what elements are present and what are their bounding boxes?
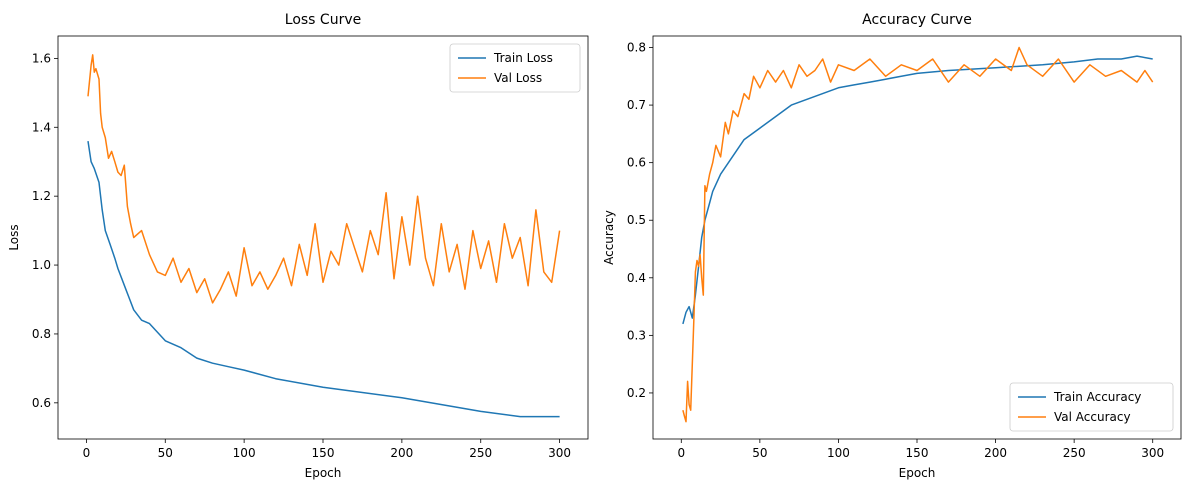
- x-tick-label: 100: [233, 446, 256, 460]
- x-tick-label: 200: [984, 446, 1007, 460]
- axes-frame: [57, 35, 589, 440]
- y-tick-label: 0.8: [32, 327, 51, 341]
- series-line: [682, 55, 1153, 325]
- chart-panel: 0 50 100 150 200 250 300 0.2 0.3 0.4 0.5 0.6 0.7 0.8 A…: [602, 12, 1182, 480]
- chart-title: Accuracy Curve: [862, 12, 972, 28]
- x-tick-label: 250: [1063, 446, 1086, 460]
- x-tick-label: 300: [1141, 446, 1164, 460]
- y-tick-label: 1.6: [32, 51, 51, 65]
- chart-panel: 0 50 100 150 200 250 300 0.6 0.8 1.0 1.2 1.4 1.6 Loss…: [7, 12, 589, 480]
- legend-box: [1009, 382, 1174, 432]
- y-tick-label: 0.8: [627, 41, 646, 55]
- y-tick-label: 0.5: [627, 213, 646, 227]
- y-tick-label: 0.6: [627, 156, 646, 170]
- x-tick-label: 150: [312, 446, 335, 460]
- series-line: [87, 54, 561, 304]
- y-tick-label: 0.6: [32, 396, 51, 410]
- y-tick-label: 0.3: [627, 328, 646, 342]
- y-tick-label: 1.2: [32, 189, 51, 203]
- x-tick-label: 200: [390, 446, 413, 460]
- x-tick-label: 300: [548, 446, 571, 460]
- x-axis-label: Epoch: [305, 466, 342, 480]
- chart-title: Loss Curve: [285, 12, 361, 28]
- x-tick-label: 0: [677, 446, 685, 460]
- y-axis-label: Loss: [7, 224, 21, 250]
- y-tick-label: 1.4: [32, 120, 51, 134]
- legend: Train Loss Val Loss: [449, 43, 581, 93]
- legend-label: Val Loss: [494, 71, 542, 85]
- y-tick-label: 0.4: [627, 271, 646, 285]
- x-axis-label: Epoch: [899, 466, 936, 480]
- legend-label: Train Loss: [493, 51, 553, 65]
- x-tick-label: 50: [158, 446, 173, 460]
- series-line: [682, 46, 1154, 423]
- y-axis-label: Accuracy: [602, 210, 616, 265]
- legend-box: [449, 43, 581, 93]
- y-tick-label: 0.7: [627, 98, 646, 112]
- legend: Train Accuracy Val Accuracy: [1009, 382, 1174, 432]
- y-tick-label: 1.0: [32, 258, 51, 272]
- x-tick-label: 250: [469, 446, 492, 460]
- series-line: [87, 140, 560, 418]
- x-tick-label: 100: [827, 446, 850, 460]
- x-tick-label: 0: [83, 446, 91, 460]
- y-tick-label: 0.2: [627, 386, 646, 400]
- legend-label: Val Accuracy: [1054, 410, 1131, 424]
- x-tick-label: 150: [906, 446, 929, 460]
- axes-frame: [652, 35, 1182, 440]
- x-tick-label: 50: [752, 446, 767, 460]
- legend-label: Train Accuracy: [1053, 390, 1141, 404]
